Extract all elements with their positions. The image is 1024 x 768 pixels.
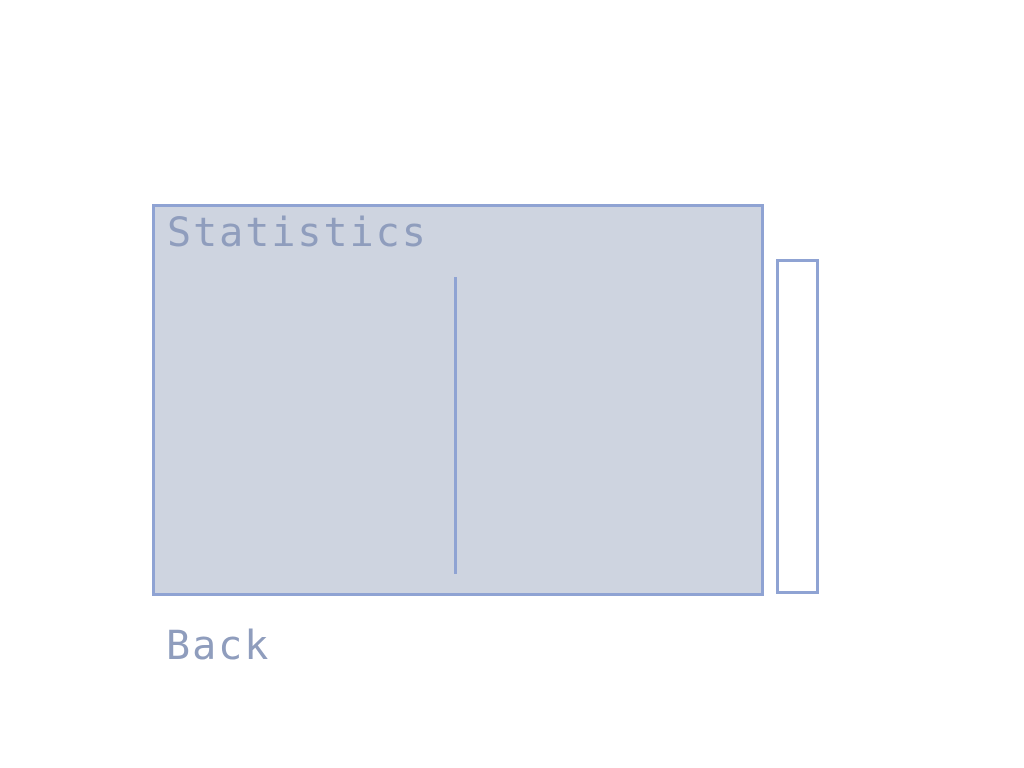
statistics-panel: Statistics — [152, 204, 764, 596]
panel-title: Statistics — [167, 210, 428, 256]
scrollbar-track[interactable] — [776, 259, 819, 594]
column-divider — [454, 277, 457, 574]
back-button[interactable]: Back — [166, 623, 271, 669]
